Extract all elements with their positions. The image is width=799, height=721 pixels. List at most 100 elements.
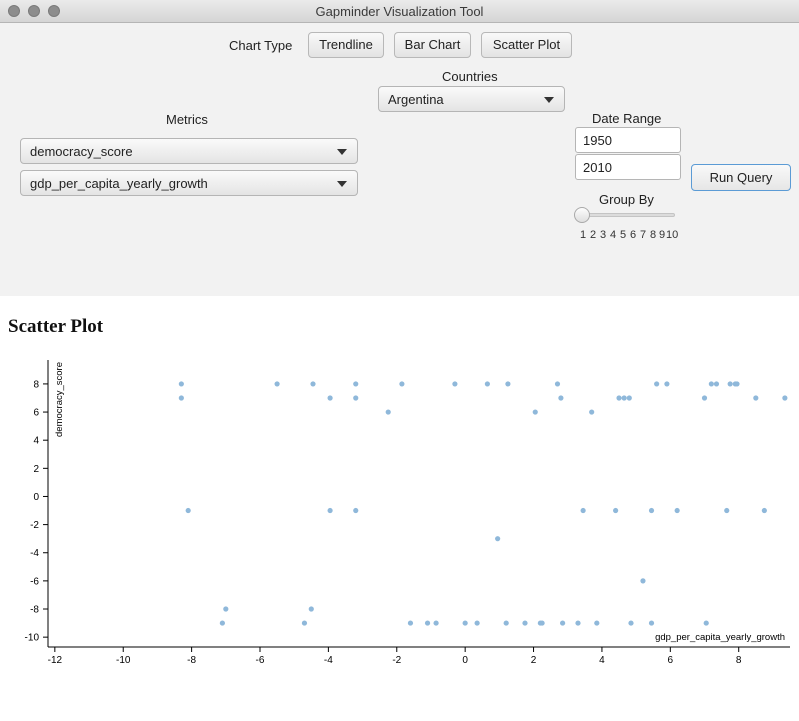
controls-panel: Chart Type Trendline Bar Chart Scatter P… [0, 23, 799, 296]
x-axis-label: gdp_per_capita_yearly_growth [655, 632, 785, 643]
y-tick-label: 0 [33, 492, 39, 503]
data-point [178, 381, 184, 387]
data-point [621, 395, 627, 401]
data-point [532, 409, 538, 415]
x-tick-label: -10 [116, 655, 131, 666]
data-point [310, 381, 316, 387]
metrics-label: Metrics [166, 112, 208, 127]
data-point [503, 620, 509, 626]
start-year-field[interactable] [575, 127, 681, 153]
group-by-label: Group By [599, 192, 654, 207]
data-point [433, 620, 439, 626]
metric1-value: democracy_score [30, 144, 133, 159]
data-point [753, 395, 759, 401]
bar-chart-button[interactable]: Bar Chart [394, 32, 471, 58]
data-point [484, 381, 490, 387]
data-point [594, 620, 600, 626]
x-tick-label: -2 [392, 655, 401, 666]
data-point [727, 381, 733, 387]
y-axis-label: democracy_score [54, 362, 65, 437]
data-point [219, 620, 225, 626]
run-query-button[interactable]: Run Query [691, 164, 791, 191]
y-tick-label: -4 [30, 548, 39, 559]
data-point [353, 507, 359, 514]
y-tick-label: 8 [33, 379, 39, 390]
data-point [452, 381, 458, 387]
trendline-button[interactable]: Trendline [308, 32, 384, 58]
data-point [385, 409, 391, 415]
group-by-slider-thumb[interactable] [574, 207, 590, 223]
data-point [495, 536, 501, 542]
date-range-label: Date Range [592, 111, 662, 126]
metric2-select[interactable]: gdp_per_capita_yearly_growth [20, 170, 358, 196]
end-year-field[interactable] [575, 154, 681, 180]
metric1-select[interactable]: democracy_score [20, 138, 358, 164]
data-point [664, 381, 670, 387]
tick-label: 6 [630, 229, 637, 241]
metric2-value: gdp_per_capita_yearly_growth [30, 176, 208, 191]
data-point [424, 620, 431, 626]
x-tick-label: -4 [324, 655, 333, 666]
data-point [407, 620, 414, 626]
data-point [560, 620, 566, 626]
data-point [301, 620, 308, 626]
chevron-down-icon [544, 97, 554, 103]
data-point [178, 395, 184, 401]
data-point [654, 381, 660, 387]
data-point [185, 507, 191, 514]
x-tick-label: 0 [462, 655, 468, 666]
tick-label: 1 [580, 229, 587, 241]
y-tick-label: -10 [25, 633, 40, 644]
country-select[interactable]: Argentina [378, 86, 565, 112]
scatter-plot-button[interactable]: Scatter Plot [481, 32, 572, 58]
data-point [327, 507, 333, 514]
title-bar: Gapminder Visualization Tool [0, 0, 799, 23]
data-point [308, 606, 314, 612]
y-tick-label: -2 [30, 520, 39, 531]
tick-label: 2 [590, 229, 597, 241]
close-icon[interactable] [8, 5, 20, 17]
data-point [558, 395, 564, 401]
data-point [708, 381, 714, 387]
window-title: Gapminder Visualization Tool [315, 4, 484, 19]
chart-type-label: Chart Type [229, 38, 293, 53]
data-point [626, 395, 632, 401]
y-tick-label: 6 [33, 408, 39, 419]
data-point [539, 620, 545, 626]
data-point [674, 507, 680, 514]
tick-label: 8 [650, 229, 657, 241]
plot-area: Scatter Plot -10 -8 -6 -4 -2 0 2 4 6 8 -12 -10 -8 -6-… [0, 296, 799, 721]
data-point [589, 409, 595, 415]
x-tick-label: -8 [187, 655, 196, 666]
data-point [462, 620, 468, 626]
data-point [223, 606, 229, 612]
y-tick-label: 2 [33, 464, 39, 475]
x-tick-label: -6 [256, 655, 265, 666]
data-point [554, 381, 561, 387]
data-point [353, 395, 359, 401]
data-point [761, 507, 767, 514]
y-tick-label: 4 [33, 436, 39, 447]
tick-label: 5 [620, 229, 627, 241]
data-point [274, 381, 280, 387]
data-point [613, 507, 619, 514]
x-tick-label: 2 [531, 655, 537, 666]
x-tick-label: -12 [48, 655, 63, 666]
data-point [505, 381, 511, 387]
zoom-icon[interactable] [48, 5, 60, 17]
data-point [701, 395, 708, 401]
data-point [724, 507, 730, 514]
y-tick-label: -8 [30, 605, 39, 616]
data-point [703, 620, 709, 626]
minimize-icon[interactable] [28, 5, 40, 17]
data-point [353, 381, 359, 387]
tick-label: 7 [640, 229, 647, 241]
group-by-slider-track[interactable] [578, 213, 675, 217]
country-select-value: Argentina [388, 92, 444, 107]
tick-label: 3 [600, 229, 607, 241]
plot-title: Scatter Plot [8, 316, 104, 337]
x-tick-label: 8 [736, 655, 742, 666]
data-point [734, 381, 740, 387]
chevron-down-icon [337, 149, 347, 155]
data-point [648, 620, 655, 626]
